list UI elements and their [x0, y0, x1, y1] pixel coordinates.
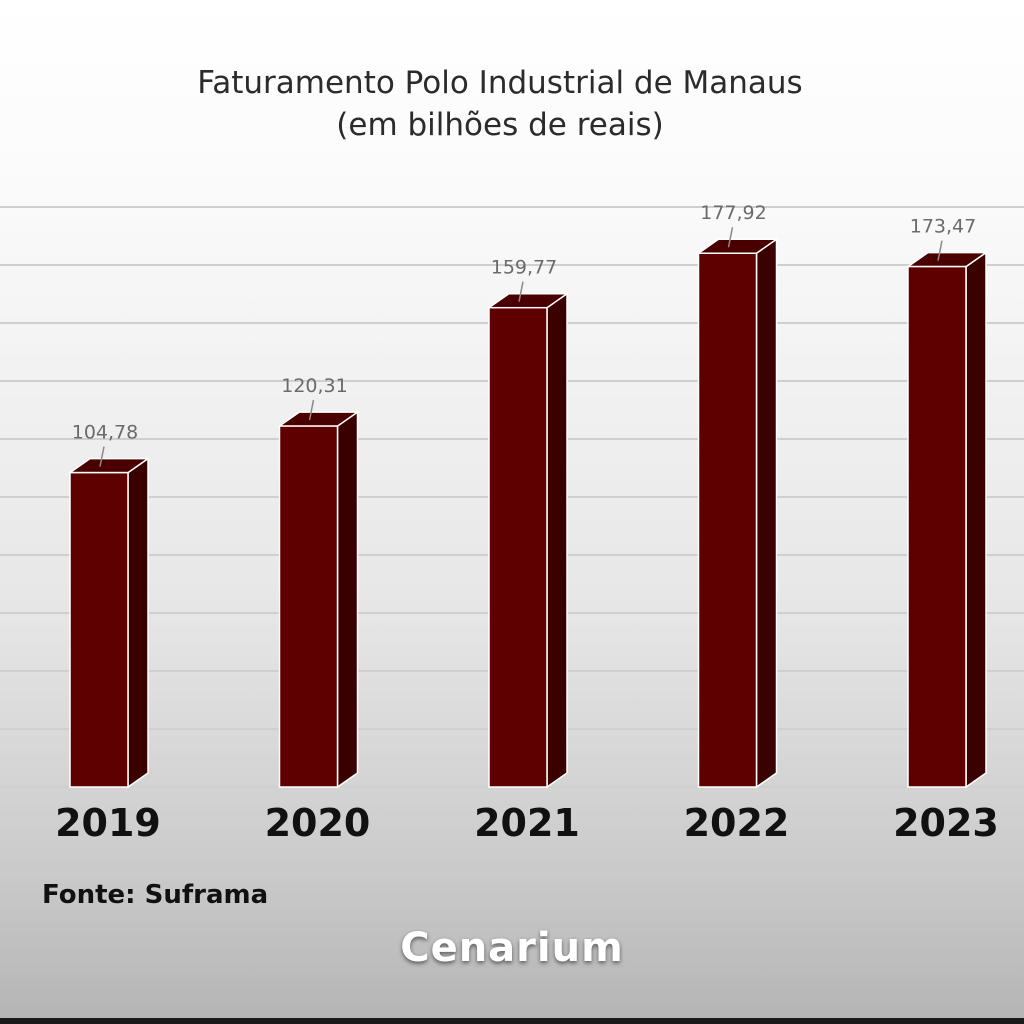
- data-label: 120,31: [281, 375, 347, 397]
- label-leader: [99, 446, 105, 467]
- label-leader: [727, 227, 734, 248]
- bar: [69, 471, 129, 788]
- category-label: 2021: [474, 801, 580, 845]
- chart-title: Faturamento Polo Industrial de Manaus (e…: [0, 62, 1000, 146]
- chart-title-line: Faturamento Polo Industrial de Manaus: [197, 65, 803, 101]
- source-note: Fonte: Suframa: [42, 880, 269, 910]
- data-label: 177,92: [700, 202, 766, 224]
- chart-subtitle: (em bilhões de reais): [336, 107, 664, 143]
- bar-side: [336, 410, 359, 789]
- bar: [278, 425, 339, 788]
- bar-side: [546, 292, 568, 789]
- bar-side: [965, 251, 987, 789]
- category-label: 2019: [55, 801, 161, 845]
- category-label: 2022: [684, 801, 790, 845]
- brand-logo: Cenarium: [400, 925, 624, 971]
- category-label: 2020: [265, 801, 371, 845]
- bar-side: [127, 457, 149, 789]
- data-label: 104,78: [72, 422, 138, 444]
- bar: [907, 265, 967, 788]
- bottom-strip: [0, 1018, 1024, 1024]
- data-label: 173,47: [910, 216, 976, 238]
- label-leader: [308, 399, 315, 421]
- bar: [488, 306, 548, 788]
- data-label: 159,77: [491, 257, 557, 279]
- bar: [697, 252, 758, 788]
- bar-side: [755, 237, 778, 789]
- label-leader: [937, 240, 943, 261]
- category-label: 2023: [893, 801, 999, 845]
- label-leader: [518, 281, 524, 302]
